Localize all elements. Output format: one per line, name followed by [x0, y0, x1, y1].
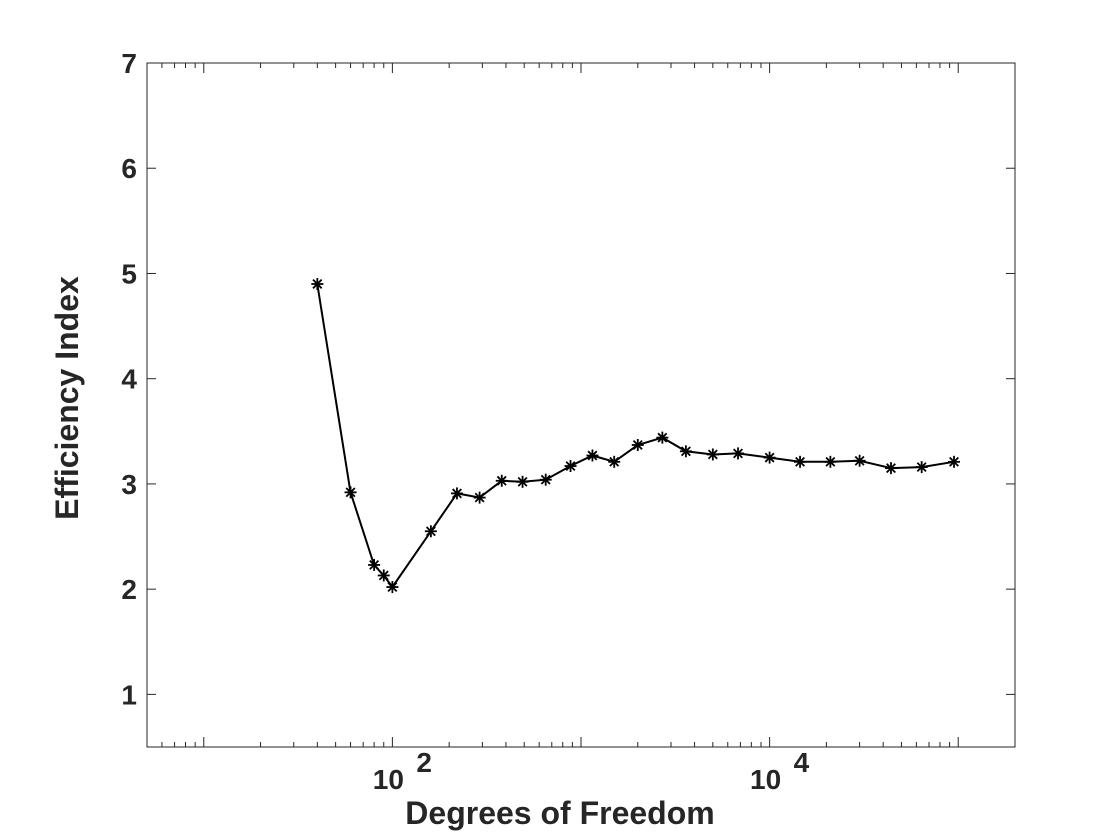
y-tick-label: 7: [121, 48, 137, 79]
data-point: [311, 277, 324, 290]
data-point: [763, 451, 776, 464]
data-point: [564, 460, 577, 473]
data-point: [631, 438, 644, 451]
x-tick-label-exponent: 2: [416, 747, 432, 778]
y-tick-label: 4: [121, 364, 137, 395]
data-point: [656, 431, 669, 444]
data-point: [368, 558, 381, 571]
data-point: [344, 486, 357, 499]
data-point: [539, 473, 552, 486]
x-tick-label: 10: [373, 764, 404, 795]
data-point: [679, 445, 692, 458]
y-axis-title: Efficiency Index: [49, 276, 85, 520]
data-point: [794, 455, 807, 468]
data-point: [915, 461, 928, 474]
data-point: [424, 525, 437, 538]
plot-frame: [146, 62, 1016, 748]
data-point: [608, 455, 621, 468]
x-tick-label-exponent: 4: [794, 747, 810, 778]
y-tick-label: 2: [121, 574, 137, 605]
data-point: [853, 454, 866, 467]
x-axis-title: Degrees of Freedom: [405, 795, 714, 831]
data-point: [386, 581, 399, 594]
data-point: [473, 491, 486, 504]
data-point: [495, 474, 508, 487]
y-tick-label: 5: [121, 258, 137, 289]
data-point: [706, 448, 719, 461]
series-layer: [311, 277, 961, 594]
y-tick-label: 3: [121, 469, 137, 500]
data-point: [516, 475, 529, 488]
y-tick-label: 6: [121, 153, 137, 184]
data-point: [377, 569, 390, 582]
y-tick-label: 1: [121, 679, 137, 710]
data-point: [450, 487, 463, 500]
x-tick-label: 10: [750, 764, 781, 795]
data-point: [884, 462, 897, 475]
plot-area-background: [147, 63, 1015, 747]
data-point: [948, 455, 961, 468]
tick-labels: 1 2 3 4 5 6 7 10 2 10 4: [121, 48, 809, 795]
data-point: [732, 447, 745, 460]
data-point: [824, 455, 837, 468]
data-point: [586, 449, 599, 462]
